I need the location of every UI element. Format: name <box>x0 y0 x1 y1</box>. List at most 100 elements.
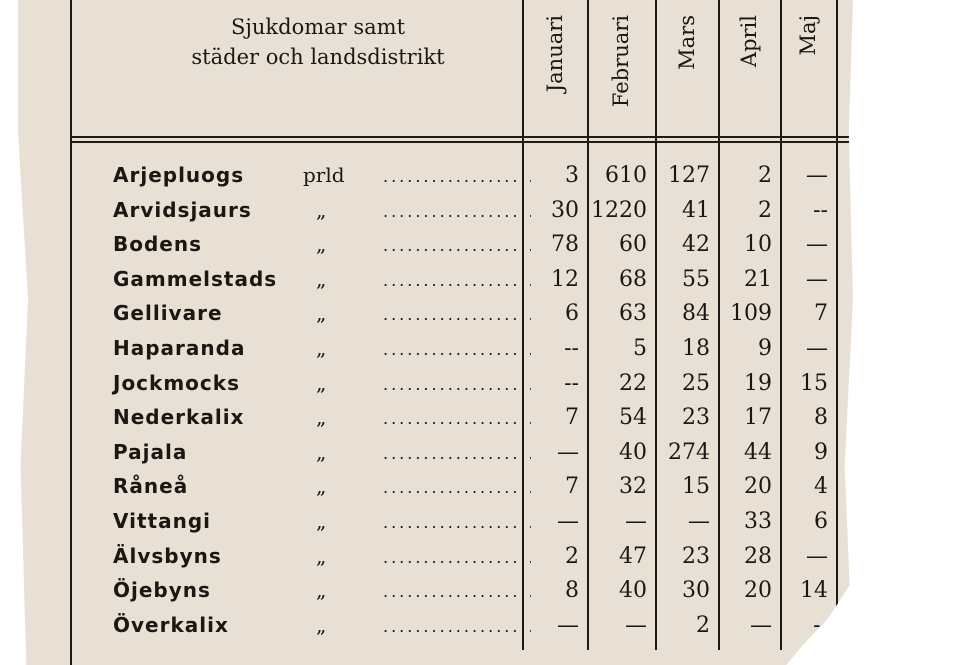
header-rule <box>70 136 852 138</box>
value-cell: 274 <box>668 439 710 465</box>
month-header: Februari <box>609 15 633 108</box>
header-rule-2 <box>70 141 852 143</box>
value-cell: -- <box>564 370 579 396</box>
value-cell: 32 <box>619 474 647 500</box>
value-cell: 127 <box>668 163 710 188</box>
district-type: „ <box>316 509 327 533</box>
leader-dots: ............................ <box>383 409 531 429</box>
district-type: „ <box>316 474 327 499</box>
stub-heading-line1: Sjukdomar samt <box>230 15 406 39</box>
district-name: Arjepluogs <box>113 163 245 187</box>
month-header: Mars <box>674 15 699 70</box>
value-cell: 25 <box>682 370 710 396</box>
value-cell: 41 <box>682 197 710 223</box>
left-rule <box>70 0 72 665</box>
district-name: Haparanda <box>113 336 246 360</box>
leader-dots: ............................ <box>383 305 531 325</box>
stub-heading: Sjukdomar samt städer och landsdistrikt <box>118 12 518 72</box>
value-cell: 30 <box>551 197 579 223</box>
district-name: Råneå <box>113 474 189 499</box>
district-name: Gellivare <box>113 301 223 326</box>
table-row: Jockmocks „............................ --… <box>18 370 853 405</box>
value-cell: 5 <box>633 336 647 361</box>
value-cell: 47 <box>619 543 647 569</box>
value-cell: — <box>750 612 772 638</box>
value-cell: 6 <box>814 509 828 534</box>
column-rule <box>587 0 589 650</box>
value-cell: 22 <box>619 370 647 396</box>
value-cell: 2 <box>565 543 579 569</box>
value-cell: 3 <box>565 163 579 188</box>
value-cell: 40 <box>619 578 647 604</box>
document-page: Sjukdomar samt städer och landsdistrikt … <box>18 0 853 665</box>
leader-dots: ............................ <box>383 236 531 256</box>
value-cell: 8 <box>814 405 828 431</box>
table-row: Öjebyns „............................ 8 40 3… <box>18 578 853 612</box>
value-cell: 7 <box>565 405 579 431</box>
value-cell: 10 <box>744 232 772 258</box>
value-cell: 78 <box>551 232 579 258</box>
table-row: Nederkalix „............................ 7… <box>18 405 853 439</box>
value-cell: 40 <box>619 439 647 465</box>
month-header: Maj <box>796 15 820 56</box>
leader-dots: ............................ <box>383 616 531 636</box>
district-type: „ <box>316 336 327 360</box>
district-name: Nederkalix <box>113 405 245 430</box>
month-header: Januari <box>542 15 567 93</box>
value-cell: — <box>557 439 579 465</box>
value-cell: 23 <box>682 405 710 431</box>
value-cell: 30 <box>682 578 710 604</box>
district-name: Vittangi <box>113 509 212 533</box>
month-header: April <box>737 15 761 68</box>
table-row: Gammelstads „............................… <box>18 266 853 301</box>
district-type: „ <box>316 370 327 395</box>
column-rule <box>836 0 838 610</box>
value-cell: 15 <box>800 370 828 396</box>
district-type: „ <box>316 405 327 430</box>
district-type: prld <box>303 163 345 187</box>
table-row: Arvidsjaurs „............................… <box>18 197 853 232</box>
value-cell: 21 <box>744 266 772 292</box>
value-cell: — <box>688 509 710 534</box>
table-row: Pajala „............................ — 40 27… <box>18 439 853 474</box>
leader-dots: ............................ <box>383 582 531 602</box>
leader-dots: ............................ <box>383 513 531 532</box>
leader-dots: ............................ <box>383 374 531 394</box>
value-cell: 7 <box>565 474 579 500</box>
value-cell: — <box>806 266 828 292</box>
value-cell: 68 <box>619 266 647 292</box>
value-cell: -- <box>813 612 828 638</box>
value-cell: 1220 <box>591 197 647 223</box>
value-cell: 4 <box>814 474 828 500</box>
value-cell: 19 <box>744 370 772 396</box>
leader-dots: ............................ <box>383 443 531 463</box>
table-row: Haparanda „............................ --… <box>18 336 853 370</box>
table-row: Bodens „............................ 78 60 4… <box>18 232 853 266</box>
value-cell: 84 <box>682 301 710 327</box>
value-cell: 18 <box>682 336 710 361</box>
value-cell: 44 <box>744 439 772 465</box>
column-rule <box>718 0 720 650</box>
value-cell: 14 <box>800 578 828 604</box>
value-cell: — <box>806 336 828 361</box>
district-name: Älvsbyns <box>113 543 222 568</box>
value-cell: 9 <box>814 439 828 465</box>
value-cell: -- <box>813 197 828 223</box>
district-type: „ <box>316 578 327 603</box>
column-rule <box>522 0 524 650</box>
district-name: Bodens <box>113 232 203 257</box>
value-cell: — <box>806 163 828 188</box>
value-cell: 28 <box>744 543 772 569</box>
table-row: Arjepluogs prld..........................… <box>18 163 853 197</box>
value-cell: 33 <box>744 509 772 534</box>
leader-dots: ............................ <box>383 201 531 221</box>
value-cell: 2 <box>758 197 772 223</box>
value-cell: 54 <box>619 405 647 431</box>
value-cell: 9 <box>758 336 772 361</box>
value-cell: 7 <box>814 301 828 327</box>
value-cell: 109 <box>730 301 772 327</box>
value-cell: 15 <box>682 474 710 500</box>
district-type: „ <box>316 543 327 568</box>
value-cell: — <box>806 543 828 569</box>
value-cell: 20 <box>744 578 772 604</box>
